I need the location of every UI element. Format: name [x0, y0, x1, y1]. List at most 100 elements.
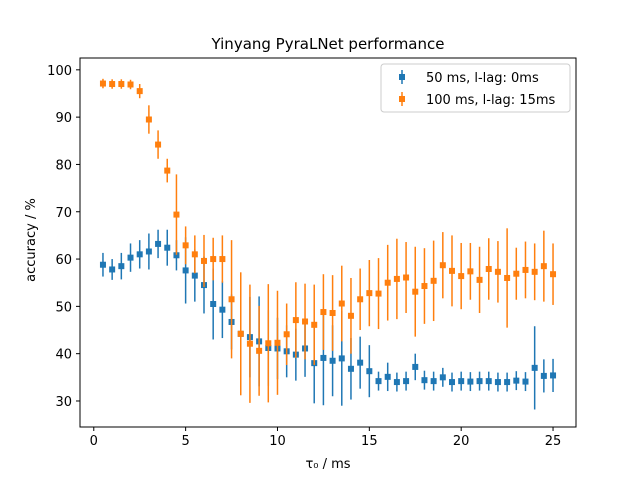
data-point — [136, 251, 143, 258]
data-point — [191, 251, 198, 258]
data-point — [384, 279, 391, 286]
data-point — [320, 309, 327, 316]
data-point — [439, 262, 446, 269]
data-point — [494, 268, 501, 275]
data-point — [375, 290, 382, 297]
data-point — [237, 330, 244, 337]
legend-item: 100 ms, l-lag: 15ms — [399, 92, 555, 108]
data-point — [292, 317, 299, 324]
data-point — [494, 379, 501, 386]
axes: 0 5 10 15 20 25 30 40 50 60 70 80 90 100 — [47, 57, 577, 449]
legend-box — [380, 63, 571, 113]
x-tick-label: 10 — [269, 434, 286, 449]
data-point — [155, 240, 162, 247]
data-point — [403, 274, 410, 281]
data-point — [458, 378, 465, 385]
data-point — [283, 331, 290, 338]
data-point — [384, 373, 391, 380]
data-point — [127, 81, 134, 88]
y-tick-label: 40 — [55, 348, 72, 363]
data-point — [256, 347, 263, 354]
data-point — [191, 272, 198, 279]
x-tick-label: 0 — [90, 434, 98, 449]
data-point — [311, 321, 318, 328]
data-point — [201, 257, 207, 264]
y-tick-label: 100 — [47, 64, 72, 79]
data-point — [366, 290, 373, 297]
data-point — [531, 268, 538, 275]
data-point — [550, 372, 557, 379]
data-point — [228, 296, 235, 303]
data-point — [513, 270, 520, 277]
data-point — [338, 300, 345, 307]
data-point — [485, 378, 492, 385]
data-point — [246, 340, 253, 347]
data-point — [449, 379, 455, 386]
data-point — [421, 377, 428, 384]
plot-area — [99, 78, 557, 410]
data-point — [210, 301, 217, 307]
data-point — [467, 268, 474, 275]
data-point — [467, 378, 474, 385]
data-point — [219, 256, 226, 263]
data-point — [357, 296, 364, 303]
data-point — [504, 379, 511, 386]
data-point — [145, 248, 152, 255]
data-point — [136, 88, 143, 95]
data-point — [540, 372, 547, 379]
data-point — [550, 271, 557, 278]
data-point — [375, 378, 382, 385]
data-point — [219, 306, 226, 313]
x-tick-label: 15 — [361, 434, 378, 449]
data-point — [109, 266, 116, 273]
data-point — [439, 374, 446, 381]
data-point — [449, 267, 455, 274]
data-point — [531, 364, 538, 371]
data-point — [522, 378, 529, 385]
x-axis-label: τ₀ / ms — [305, 457, 350, 472]
data-point — [476, 378, 483, 385]
data-point — [485, 265, 492, 272]
data-point — [393, 379, 400, 386]
legend-marker — [399, 96, 405, 102]
data-point — [421, 283, 428, 290]
data-point — [182, 242, 189, 249]
data-point — [265, 340, 272, 347]
legend-label: 50 ms, l-lag: 0ms — [426, 71, 539, 86]
data-point — [412, 363, 419, 370]
data-point — [302, 318, 309, 325]
y-tick-label: 80 — [55, 158, 72, 173]
data-point — [118, 263, 125, 270]
x-tick-label: 25 — [545, 434, 562, 449]
data-point — [522, 266, 529, 273]
data-point — [338, 355, 345, 362]
data-point — [127, 254, 134, 261]
data-point — [164, 167, 171, 174]
chart-title: Yinyang PyraLNet performance — [211, 35, 445, 53]
data-point — [329, 357, 336, 364]
data-point — [99, 261, 106, 268]
data-point — [164, 244, 171, 251]
legend-marker — [399, 74, 405, 80]
data-point — [366, 368, 373, 375]
data-point — [173, 211, 180, 218]
data-point — [274, 339, 281, 346]
data-point — [357, 359, 364, 366]
data-point — [403, 378, 410, 385]
data-point — [155, 141, 162, 148]
data-point — [540, 263, 547, 270]
y-tick-label: 60 — [55, 253, 72, 268]
data-point — [504, 274, 511, 281]
data-point — [210, 256, 217, 263]
data-point — [513, 377, 520, 384]
y-tick-label: 90 — [55, 111, 72, 126]
data-point — [99, 80, 106, 87]
data-point — [347, 365, 354, 372]
x-tick-label: 5 — [181, 434, 189, 449]
data-point — [347, 312, 354, 319]
data-point — [320, 354, 327, 361]
data-point — [145, 116, 152, 123]
data-point — [476, 276, 483, 283]
legend-item: 50 ms, l-lag: 0ms — [399, 70, 539, 86]
